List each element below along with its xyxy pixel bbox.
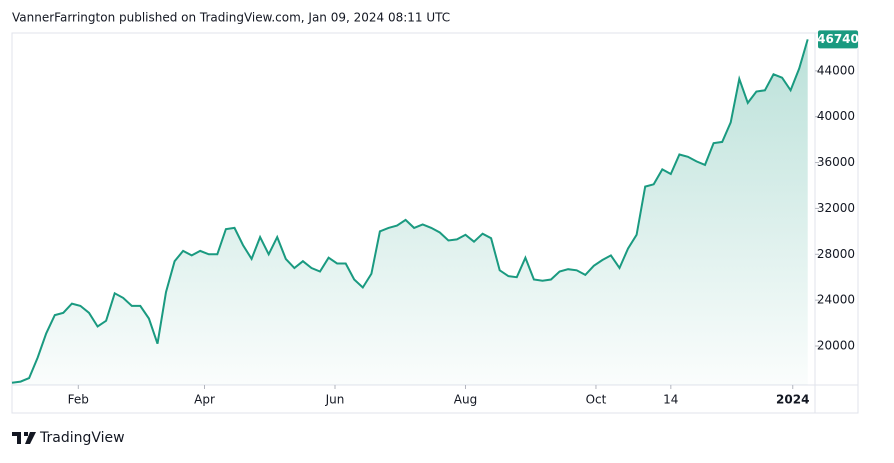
frame — [11, 32, 859, 414]
y-tick-label: 40000 — [817, 109, 855, 123]
price-line — [11, 39, 809, 384]
last-price-label: 46740 — [817, 32, 859, 46]
x-tick-label: 14 — [663, 393, 678, 407]
y-tick-label: 28000 — [817, 247, 855, 261]
header: VannerFarrington published on TradingVie… — [12, 11, 450, 25]
x-tick-label: Jun — [325, 393, 345, 407]
last-price-box — [818, 30, 858, 49]
logo — [12, 432, 36, 444]
y-tick-label: 20000 — [817, 339, 855, 353]
area-fill — [12, 39, 808, 386]
x-tick-label: 2024 — [776, 393, 809, 407]
x-tick-label: Feb — [68, 393, 89, 407]
y-tick-label: 44000 — [817, 63, 855, 77]
x-tick-label: Aug — [454, 393, 477, 407]
y-tick-label: 36000 — [817, 155, 855, 169]
y-tick-label: 24000 — [817, 293, 855, 307]
x-tick-label: Apr — [194, 393, 215, 407]
footer: TradingView — [39, 430, 125, 446]
x-tick-label: Oct — [586, 393, 607, 407]
y-tick-label: 32000 — [817, 201, 855, 215]
